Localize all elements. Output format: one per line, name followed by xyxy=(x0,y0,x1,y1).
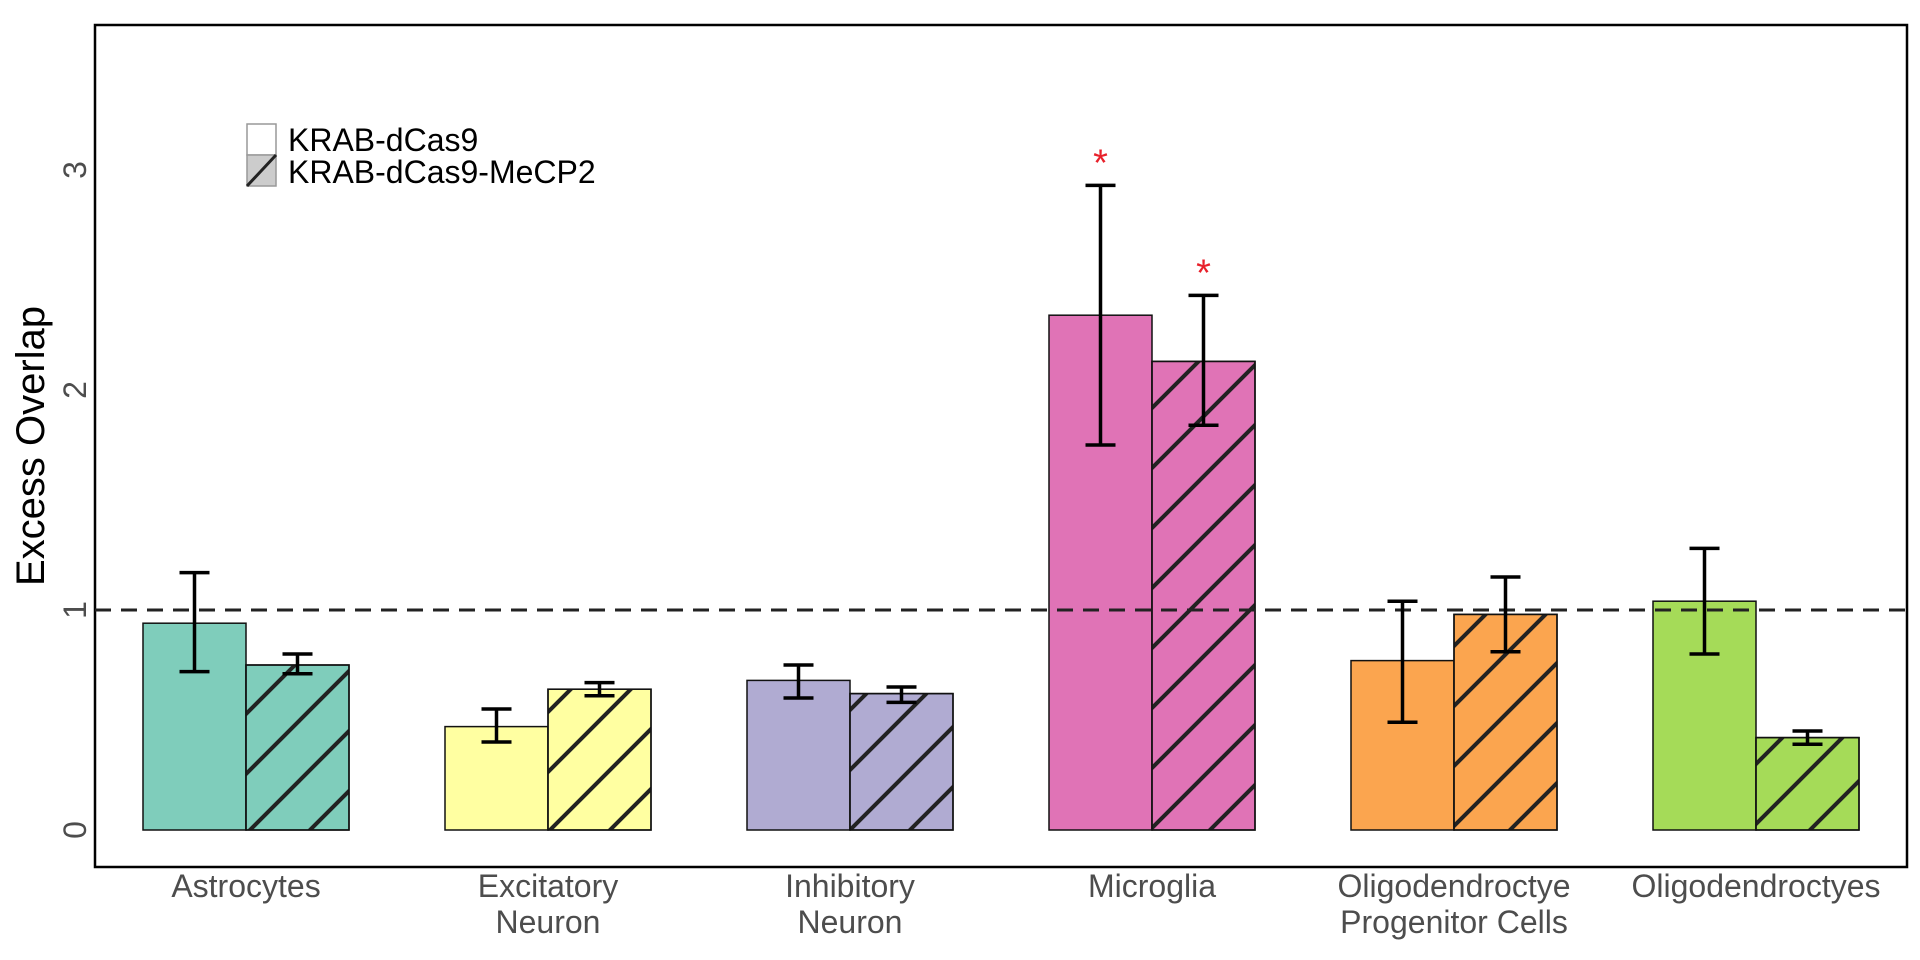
x-tick-label: Astrocytes xyxy=(171,868,320,904)
error-bar xyxy=(1085,183,1116,447)
error-bar xyxy=(886,685,917,705)
x-tick-label: Inhibitory Neuron xyxy=(785,868,915,940)
error-bar xyxy=(179,570,210,674)
y-tick-label: 1 xyxy=(57,601,93,619)
error-bar xyxy=(783,663,814,700)
legend: KRAB-dCas9 KRAB-dCas9-MeCP2 xyxy=(245,122,596,190)
error-bar xyxy=(1188,293,1219,427)
error-bar xyxy=(1689,546,1720,656)
y-tick-label: 3 xyxy=(57,161,93,179)
error-bar xyxy=(1387,599,1418,724)
y-axis-label: Excess Overlap xyxy=(9,306,53,586)
error-bar xyxy=(282,652,313,676)
bar-hatch xyxy=(245,664,350,831)
bar-hatch xyxy=(1755,736,1860,831)
bar-hatch xyxy=(547,688,652,831)
error-bar xyxy=(584,680,615,698)
bar-solid xyxy=(746,679,851,831)
error-bar xyxy=(1490,575,1521,654)
x-tick-label: Microglia xyxy=(1088,868,1216,904)
error-bar xyxy=(1792,729,1823,746)
bar-hatch xyxy=(849,692,954,831)
bar-hatch xyxy=(1151,360,1256,831)
y-tick-label: 0 xyxy=(57,821,93,839)
legend-label-krab-dcas9: KRAB-dCas9 xyxy=(288,122,478,158)
plot-border xyxy=(93,23,1909,869)
x-tick-label: Excitatory Neuron xyxy=(478,868,618,940)
legend-label-krab-dcas9-mecp2: KRAB-dCas9-MeCP2 xyxy=(288,154,596,190)
legend-key-krab-dcas9 xyxy=(246,123,277,156)
significance-marker: * xyxy=(1093,142,1108,184)
x-tick-label: Oligodendroctyes xyxy=(1631,868,1880,904)
y-tick-label: 2 xyxy=(57,381,93,399)
x-tick-label: Oligodendroctye Progenitor Cells xyxy=(1337,868,1570,940)
significance-marker: * xyxy=(1196,252,1211,294)
error-bar xyxy=(481,707,512,744)
